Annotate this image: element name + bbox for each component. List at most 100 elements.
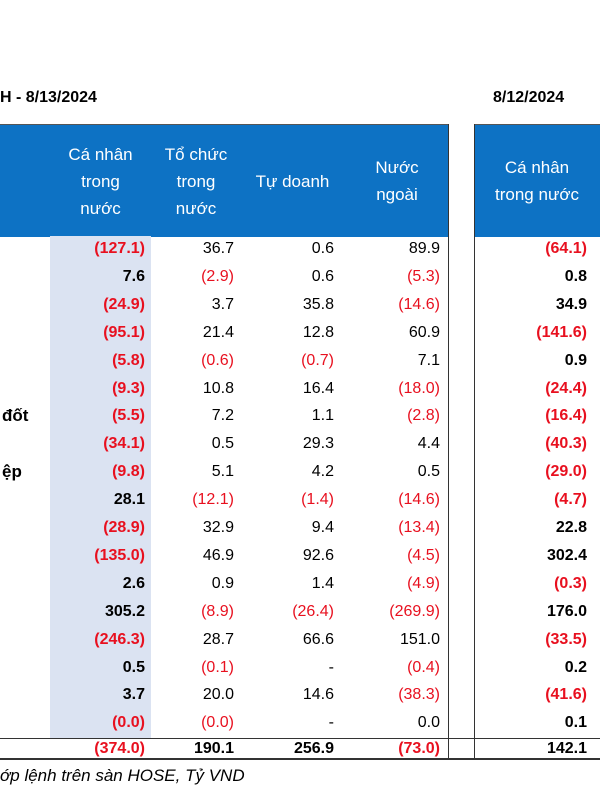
- table-cell: 89.9: [408, 240, 440, 257]
- table-cell: 176.0: [546, 602, 587, 620]
- table-row: (246.3) 28.7 66.6 151.0 (33.5): [0, 627, 600, 654]
- table-cell: 35.8: [302, 295, 334, 313]
- row-label: ệp: [2, 462, 22, 482]
- table-cell: 3.7: [122, 686, 145, 704]
- table-cell: 0.5: [122, 658, 145, 676]
- table-cell: 0.1: [564, 714, 587, 732]
- divider: [474, 124, 475, 759]
- table-cell: (0.0): [201, 714, 234, 732]
- total-cell: 190.1: [193, 740, 234, 757]
- table-cell: 0.6: [311, 240, 334, 257]
- table-cell: (1.4): [301, 491, 334, 509]
- table-header: Cá nhân trong nước Tổ chức trong nước Tự…: [0, 124, 448, 237]
- table-cell: 5.1: [211, 463, 234, 481]
- table-cell: (14.6): [398, 295, 440, 313]
- table-cell: 14.6: [302, 686, 334, 704]
- table-cell: (0.4): [407, 658, 440, 676]
- header-to-chuc: Tổ chức trong nước: [164, 144, 228, 218]
- table-cell: 12.8: [302, 323, 334, 341]
- table-cell: (40.3): [545, 435, 587, 453]
- table-cell: 0.6: [311, 267, 334, 285]
- table-row: đốt (5.5) 7.2 1.1 (2.8) (16.4): [0, 403, 600, 430]
- table-cell: 1.4: [311, 574, 334, 592]
- table-cell: 92.6: [302, 546, 334, 564]
- row-label: đốt: [2, 406, 29, 426]
- table-row: 2.6 0.9 1.4 (4.9) (0.3): [0, 571, 600, 598]
- table-row: ệp (9.8) 5.1 4.2 0.5 (29.0): [0, 459, 600, 486]
- table-cell: 0.5: [417, 463, 440, 481]
- total-cell: 142.1: [546, 740, 587, 757]
- table-cell: (0.0): [112, 714, 145, 732]
- table-cell: (12.1): [192, 491, 234, 509]
- table-cell: 32.9: [202, 519, 234, 536]
- table-cell: (18.0): [398, 379, 440, 397]
- table-cell: 21.4: [202, 323, 234, 341]
- table-cell: 302.4: [546, 546, 587, 564]
- header-ca-nhan: Cá nhân trong nước: [68, 144, 133, 218]
- divider: [448, 124, 449, 759]
- total-cell: (374.0): [94, 740, 145, 757]
- table-cell: (4.9): [407, 574, 440, 592]
- divider: [0, 758, 600, 760]
- table-cell: 60.9: [408, 323, 440, 341]
- highlight-column: [50, 236, 151, 739]
- table-cell: 20.0: [202, 686, 234, 704]
- table-cell: (24.9): [103, 295, 145, 313]
- table-cell: (26.4): [292, 602, 334, 620]
- table-cell: 1.1: [311, 407, 334, 425]
- table-cell: (0.7): [301, 351, 334, 369]
- table-cell: (127.1): [94, 240, 145, 257]
- table-cell: (246.3): [94, 630, 145, 648]
- table-footnote: ớp lệnh trên sàn HOSE, Tỷ VND: [0, 766, 245, 785]
- divider: [0, 738, 600, 739]
- table-cell: (16.4): [545, 407, 587, 425]
- table-cell: 2.6: [122, 574, 145, 592]
- table-title: H - 8/13/2024: [0, 89, 97, 106]
- table-cell: 0.0: [417, 714, 440, 732]
- table-cell: 9.4: [311, 519, 334, 536]
- table-cell: 0.8: [564, 267, 587, 285]
- table-cell: (5.8): [112, 351, 145, 369]
- table-cell: 22.8: [555, 519, 587, 536]
- table-cell: (34.1): [103, 435, 145, 453]
- table-cell: (8.9): [201, 602, 234, 620]
- table-cell: 7.6: [122, 267, 145, 285]
- total-cell: (73.0): [398, 740, 440, 757]
- table-cell: (5.5): [112, 407, 145, 425]
- table-cell: (135.0): [94, 546, 145, 564]
- table-header-right: Cá nhân trong nước: [474, 124, 600, 237]
- table-cell: 151.0: [399, 630, 440, 648]
- table-row: 28.1 (12.1) (1.4) (14.6) (4.7): [0, 487, 600, 514]
- table-cell: 7.1: [417, 351, 440, 369]
- table-cell: (33.5): [545, 630, 587, 648]
- table-row: 7.6 (2.9) 0.6 (5.3) 0.8: [0, 264, 600, 291]
- table-row: 305.2 (8.9) (26.4) (269.9) 176.0: [0, 599, 600, 626]
- header-tu-doanh: Tự doanh: [255, 171, 330, 191]
- table-cell: 10.8: [202, 379, 234, 397]
- table-row: (28.9) 32.9 9.4 (13.4) 22.8: [0, 515, 600, 542]
- table-cell: -: [328, 658, 334, 676]
- table-cell: (95.1): [103, 323, 145, 341]
- table-cell: -: [328, 714, 334, 732]
- table-cell: 46.9: [202, 546, 234, 564]
- table-cell: (24.4): [545, 379, 587, 397]
- table-cell: (4.5): [407, 546, 440, 564]
- table-cell: (0.1): [201, 658, 234, 676]
- table-cell: 0.5: [211, 435, 234, 453]
- table-cell: (41.6): [545, 686, 587, 704]
- table-cell: (14.6): [398, 491, 440, 509]
- table-cell: (2.9): [201, 267, 234, 285]
- total-row: (374.0) 190.1 256.9 (73.0) 142.1: [0, 739, 600, 758]
- table-row: (5.8) (0.6) (0.7) 7.1 0.9: [0, 348, 600, 375]
- table-cell: (5.3): [407, 267, 440, 285]
- table-row: 0.5 (0.1) - (0.4) 0.2: [0, 655, 600, 682]
- table-cell: (9.3): [112, 379, 145, 397]
- table-cell: 0.9: [211, 574, 234, 592]
- table-row: (9.3) 10.8 16.4 (18.0) (24.4): [0, 376, 600, 403]
- table-cell: (2.8): [407, 407, 440, 425]
- table-cell: 0.9: [564, 351, 587, 369]
- table-cell: 4.4: [417, 435, 440, 453]
- header-ca-nhan-prev: Cá nhân trong nước: [495, 158, 579, 204]
- table-cell: (0.3): [554, 574, 587, 592]
- table-cell: (28.9): [103, 519, 145, 536]
